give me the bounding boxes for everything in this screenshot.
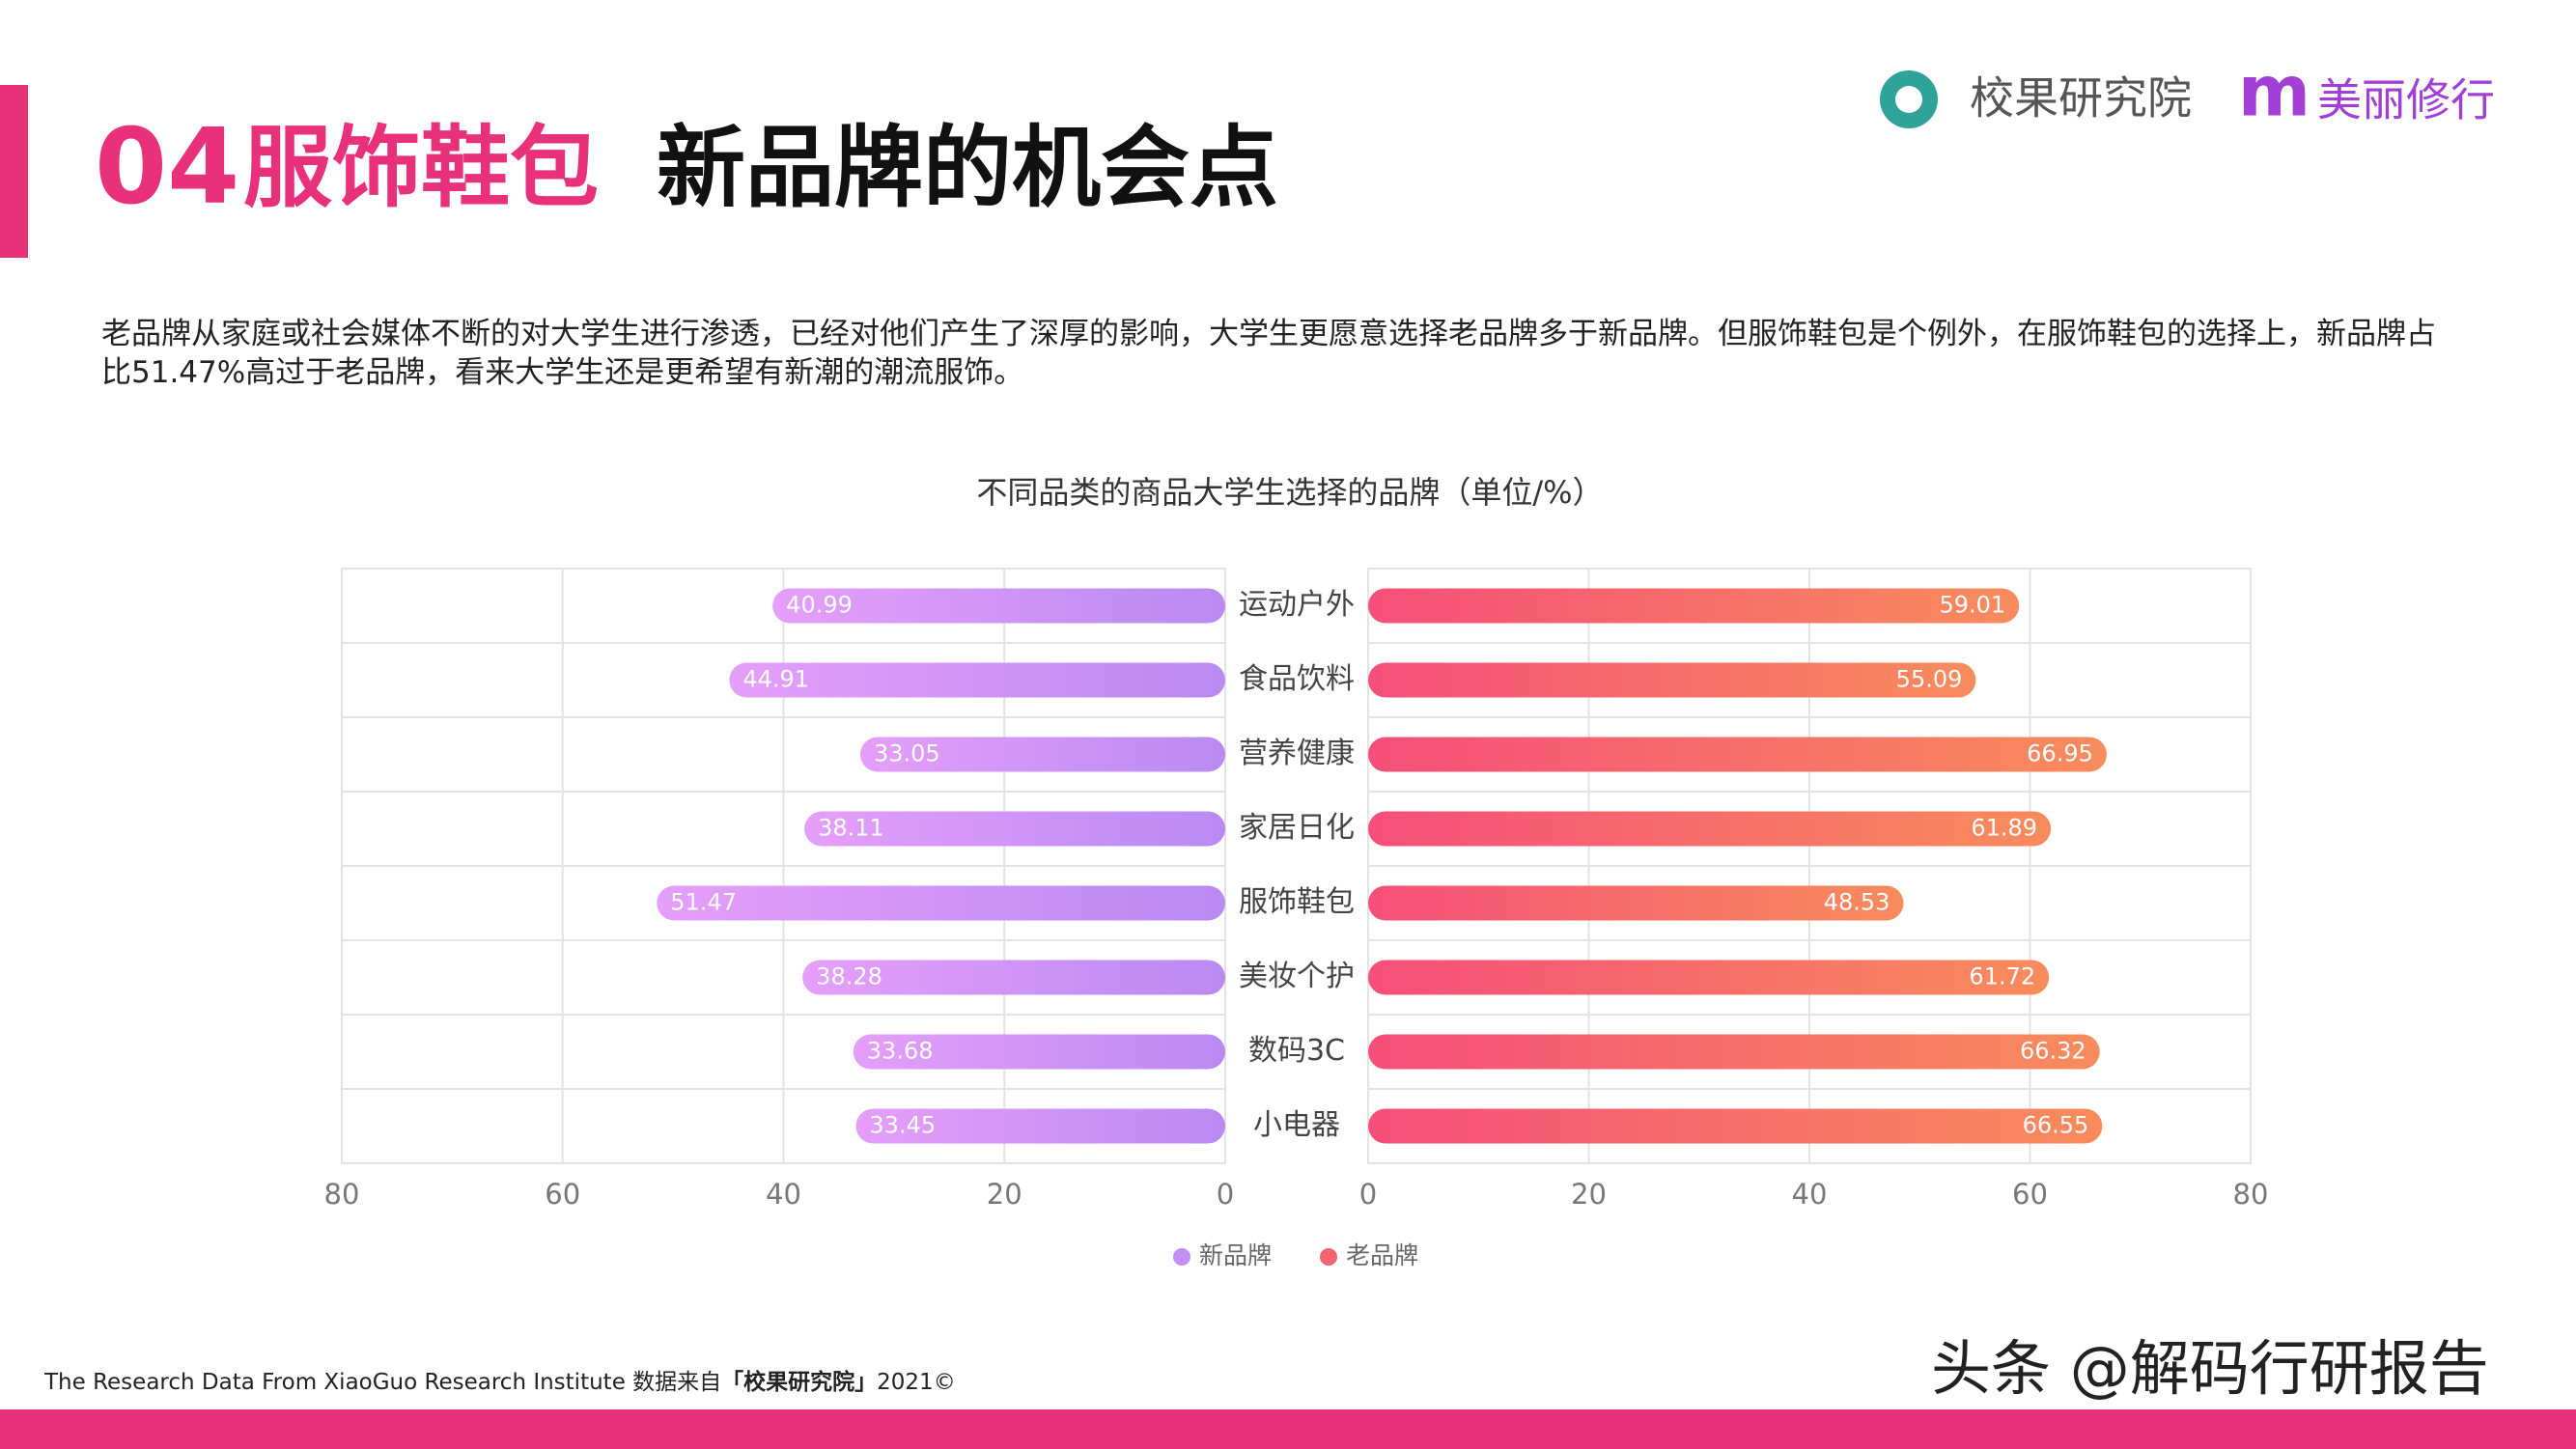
category-label: 运动户外	[1239, 588, 1355, 622]
value-label: 38.11	[818, 815, 884, 842]
logo-icon-inner	[1895, 86, 1922, 113]
bar	[853, 1034, 1225, 1070]
category-label: 数码3C	[1248, 1034, 1345, 1068]
legend-label: 老品牌	[1346, 1241, 1418, 1269]
legend-label: 新品牌	[1199, 1241, 1272, 1269]
value-label: 51.47	[670, 889, 737, 916]
value-label: 61.72	[1969, 963, 2035, 990]
category-label: 营养健康	[1239, 737, 1355, 770]
bar	[772, 588, 1225, 624]
x-tick-label: 40	[766, 1178, 801, 1211]
value-label: 33.45	[869, 1112, 936, 1139]
bar	[1368, 662, 1976, 698]
legend-marker	[1173, 1248, 1190, 1266]
bar	[804, 811, 1225, 847]
accent-bar	[0, 85, 28, 258]
value-label: 61.89	[1971, 815, 2037, 842]
section-category: 服饰鞋包	[243, 116, 599, 219]
logo-partner: 美丽修行	[2317, 74, 2495, 126]
x-tick-label: 60	[2012, 1178, 2048, 1211]
footer-source: 「校果研究院」	[721, 1370, 878, 1395]
category-label: 食品饮料	[1239, 662, 1355, 696]
legend-marker	[1320, 1248, 1337, 1266]
footer-prefix: The Research Data From XiaoGuo Research …	[44, 1370, 722, 1395]
footer: The Research Data From XiaoGuo Research …	[44, 1363, 956, 1396]
bar	[1368, 588, 2020, 624]
value-label: 59.01	[1939, 592, 2005, 619]
bar	[1368, 1034, 2100, 1070]
section-title: 新品牌的机会点	[657, 116, 1278, 219]
value-label: 48.53	[1824, 889, 1890, 916]
x-tick-label: 0	[1359, 1178, 1377, 1211]
value-label: 33.68	[867, 1038, 934, 1065]
x-tick-label: 60	[545, 1178, 580, 1211]
logo-mark: m	[2238, 51, 2310, 132]
value-label: 44.91	[742, 666, 809, 693]
x-tick-label: 80	[2233, 1178, 2269, 1211]
category-label: 美妆个护	[1239, 960, 1355, 993]
value-label: 40.99	[786, 592, 853, 619]
x-tick-label: 40	[1792, 1178, 1828, 1211]
category-label: 小电器	[1253, 1108, 1340, 1142]
chart: 0 0 20 20 40 40 60 60 80 80 运动户外 40.99 59.01 食品饮料 44.9…	[324, 568, 2269, 1269]
section-number: 04	[95, 107, 239, 228]
value-label: 66.95	[2027, 740, 2093, 767]
x-tick-label: 80	[324, 1178, 360, 1211]
bar	[1368, 737, 2107, 772]
x-tick-label: 20	[987, 1178, 1022, 1211]
bar	[657, 885, 1225, 921]
x-tick-label: 20	[1571, 1178, 1607, 1211]
category-label: 家居日化	[1239, 811, 1355, 845]
bar	[1368, 811, 2052, 847]
value-label: 66.32	[2020, 1038, 2086, 1065]
description: 老品牌从家庭或社会媒体不断的对大学生进行渗透，已经对他们产生了深厚的影响，大学生…	[101, 317, 2436, 390]
logo-brand: 校果研究院	[1970, 72, 2192, 125]
footer-suffix: 2021©	[877, 1370, 956, 1395]
category-label: 服饰鞋包	[1239, 885, 1355, 919]
value-label: 66.55	[2023, 1112, 2089, 1139]
bar	[1368, 885, 1904, 921]
value-label: 33.05	[874, 740, 940, 767]
chart-title: 不同品类的商品大学生选择的品牌（单位/%）	[976, 474, 1603, 511]
bar	[1368, 960, 2050, 995]
value-label: 38.28	[816, 963, 882, 990]
watermark: 头条 @解码行研报告	[1931, 1333, 2489, 1404]
bar	[859, 737, 1225, 772]
bar	[855, 1108, 1225, 1144]
bar	[802, 960, 1225, 995]
value-label: 55.09	[1896, 666, 1963, 693]
x-tick-label: 0	[1217, 1178, 1234, 1211]
bottom-bar	[0, 1409, 2576, 1449]
bar	[729, 662, 1225, 698]
bar	[1368, 1108, 2103, 1144]
